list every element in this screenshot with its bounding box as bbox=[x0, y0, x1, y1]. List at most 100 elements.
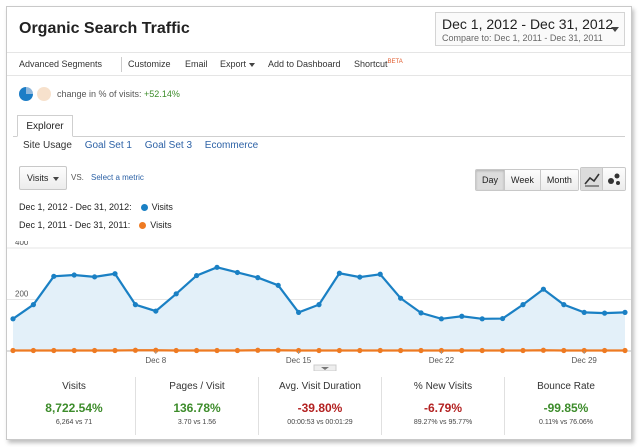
chevron-down-icon bbox=[611, 27, 619, 32]
caret-down-icon bbox=[321, 367, 329, 370]
data-point-previous bbox=[459, 347, 465, 354]
segment-summary[interactable]: change in % of visits: +52.14% bbox=[17, 86, 317, 104]
granularity-week-button[interactable]: Week bbox=[505, 170, 541, 190]
chart-points bbox=[10, 264, 628, 354]
data-point-previous bbox=[153, 347, 159, 353]
tab-divider bbox=[13, 136, 625, 137]
advanced-segments-button[interactable]: Advanced Segments bbox=[19, 59, 103, 69]
data-point-previous bbox=[173, 347, 179, 354]
caret-down-icon bbox=[249, 62, 256, 67]
data-point-previous bbox=[500, 347, 506, 354]
subnav-site-usage[interactable]: Site Usage bbox=[23, 140, 72, 151]
metric-select-value: Visits bbox=[27, 173, 49, 183]
date-range-compare: Compare to: Dec 1, 2011 - Dec 31, 2011 bbox=[442, 33, 603, 43]
kpi-value: -39.80% bbox=[297, 401, 343, 415]
data-point-current bbox=[418, 310, 424, 316]
data-point-current bbox=[500, 315, 506, 322]
data-point-current bbox=[622, 309, 628, 315]
data-point-previous bbox=[357, 347, 363, 354]
shortcut-button[interactable]: ShortcutBETA bbox=[354, 59, 403, 69]
report-header: Organic Search Traffic Dec 1, 2012 - Dec… bbox=[7, 7, 631, 49]
customize-button[interactable]: Customize bbox=[128, 59, 171, 69]
tab-explorer[interactable]: Explorer bbox=[17, 115, 73, 137]
legend-current-dot bbox=[140, 204, 148, 211]
toolbar-divider bbox=[121, 57, 122, 72]
visits-line-chart: 400 200 Dec 8 Dec 15 Dec 22 Dec 29 bbox=[7, 241, 631, 371]
data-point-previous bbox=[275, 347, 281, 353]
kpi-value: 8,722.54% bbox=[45, 401, 103, 415]
kpi-detail: 89.27% vs 95.77% bbox=[413, 419, 473, 426]
kpi-detail: 6,264 vs 71 bbox=[55, 419, 93, 426]
date-range-main: Dec 1, 2012 - Dec 31, 2012 bbox=[442, 16, 614, 32]
data-point-current bbox=[296, 309, 302, 315]
data-point-previous bbox=[540, 347, 547, 353]
kpi-value: -99.85% bbox=[543, 401, 589, 415]
subnav-ecommerce[interactable]: Ecommerce bbox=[204, 140, 259, 151]
data-point-current bbox=[316, 302, 322, 308]
data-point-previous bbox=[194, 347, 200, 354]
data-point-current bbox=[561, 302, 567, 308]
y-tick-label: 200 bbox=[15, 290, 29, 299]
report-toolbar: Advanced Segments Customize Email Export… bbox=[7, 52, 631, 76]
beta-badge: BETA bbox=[387, 59, 403, 65]
legend-current-range: Dec 1, 2012 - Dec 31, 2012: bbox=[19, 202, 132, 212]
subnav-goal-set-3[interactable]: Goal Set 3 bbox=[144, 140, 193, 151]
kpi-label: % New Visits bbox=[413, 381, 473, 392]
data-point-current bbox=[459, 313, 465, 319]
data-point-previous bbox=[214, 347, 220, 354]
page-title: Organic Search Traffic bbox=[19, 20, 190, 37]
data-point-previous bbox=[234, 347, 240, 354]
kpi-label: Bounce Rate bbox=[537, 381, 595, 392]
line-chart-button[interactable] bbox=[581, 168, 603, 190]
data-point-previous bbox=[438, 347, 444, 354]
export-button[interactable]: Export bbox=[220, 59, 256, 69]
data-point-current bbox=[234, 269, 240, 276]
series-area bbox=[13, 267, 625, 351]
data-point-previous bbox=[336, 347, 342, 354]
line-chart-icon bbox=[584, 173, 600, 187]
date-range-picker[interactable]: Dec 1, 2012 - Dec 31, 2012 Compare to: D… bbox=[435, 12, 625, 46]
data-point-previous bbox=[479, 347, 485, 354]
legend-current-series: Visits bbox=[151, 202, 173, 212]
data-point-previous bbox=[112, 347, 118, 354]
kpi-detail: 3.70 vs 1.56 bbox=[177, 419, 217, 426]
legend-previous-range: Dec 1, 2011 - Dec 31, 2011: bbox=[19, 220, 131, 230]
kpi-detail: 0.11% vs 76.06% bbox=[539, 419, 593, 426]
kpi-card: Bounce Rate -99.85% 0.11% vs 76.06% bbox=[505, 377, 627, 435]
subnav-goal-set-1[interactable]: Goal Set 1 bbox=[84, 140, 132, 151]
data-point-current bbox=[173, 291, 179, 297]
data-point-current bbox=[92, 274, 98, 280]
data-point-current bbox=[438, 316, 444, 322]
data-point-current bbox=[520, 302, 526, 308]
x-tick-label: Dec 29 bbox=[572, 356, 598, 365]
metric-select[interactable]: Visits bbox=[19, 166, 67, 190]
report-window: Organic Search Traffic Dec 1, 2012 - Dec… bbox=[6, 6, 632, 440]
motion-chart-button[interactable] bbox=[603, 168, 625, 190]
data-point-previous bbox=[10, 347, 16, 354]
chart-labels: 400 200 Dec 8 Dec 15 Dec 22 Dec 29 bbox=[15, 241, 597, 371]
kpi-scorecards: Visits 8,722.54% 6,264 vs 71 Pages / Visit 1… bbox=[13, 377, 627, 435]
segment-change-value: +52.14% bbox=[144, 89, 180, 99]
data-point-previous bbox=[71, 347, 77, 354]
kpi-card: % New Visits -6.79% 89.27% vs 95.77% bbox=[382, 377, 505, 435]
data-point-current bbox=[30, 302, 36, 308]
kpi-value: 136.78% bbox=[173, 401, 221, 415]
data-point-current bbox=[602, 310, 608, 316]
data-point-current bbox=[132, 302, 138, 308]
granularity-day-button[interactable]: Day bbox=[476, 170, 506, 190]
granularity-month-button[interactable]: Month bbox=[540, 170, 578, 190]
shortcut-label: Shortcut bbox=[354, 59, 388, 69]
granularity-toggle: Day Week Month bbox=[475, 169, 579, 191]
kpi-detail: 00:00:53 vs 00:01:29 bbox=[287, 419, 353, 426]
kpi-card: Avg. Visit Duration -39.80% 00:00:53 vs 00… bbox=[259, 377, 382, 435]
legend-previous-dot bbox=[139, 222, 147, 229]
y-tick-label: 400 bbox=[15, 241, 29, 247]
data-point-current bbox=[336, 270, 342, 276]
email-button[interactable]: Email bbox=[185, 59, 208, 69]
select-metric-link[interactable]: Select a metric bbox=[91, 173, 144, 182]
add-to-dashboard-button[interactable]: Add to Dashboard bbox=[268, 59, 341, 69]
data-point-current bbox=[581, 309, 587, 315]
legend-previous-series: Visits bbox=[150, 220, 172, 230]
data-point-previous bbox=[561, 347, 567, 354]
kpi-card: Visits 8,722.54% 6,264 vs 71 bbox=[13, 377, 136, 435]
